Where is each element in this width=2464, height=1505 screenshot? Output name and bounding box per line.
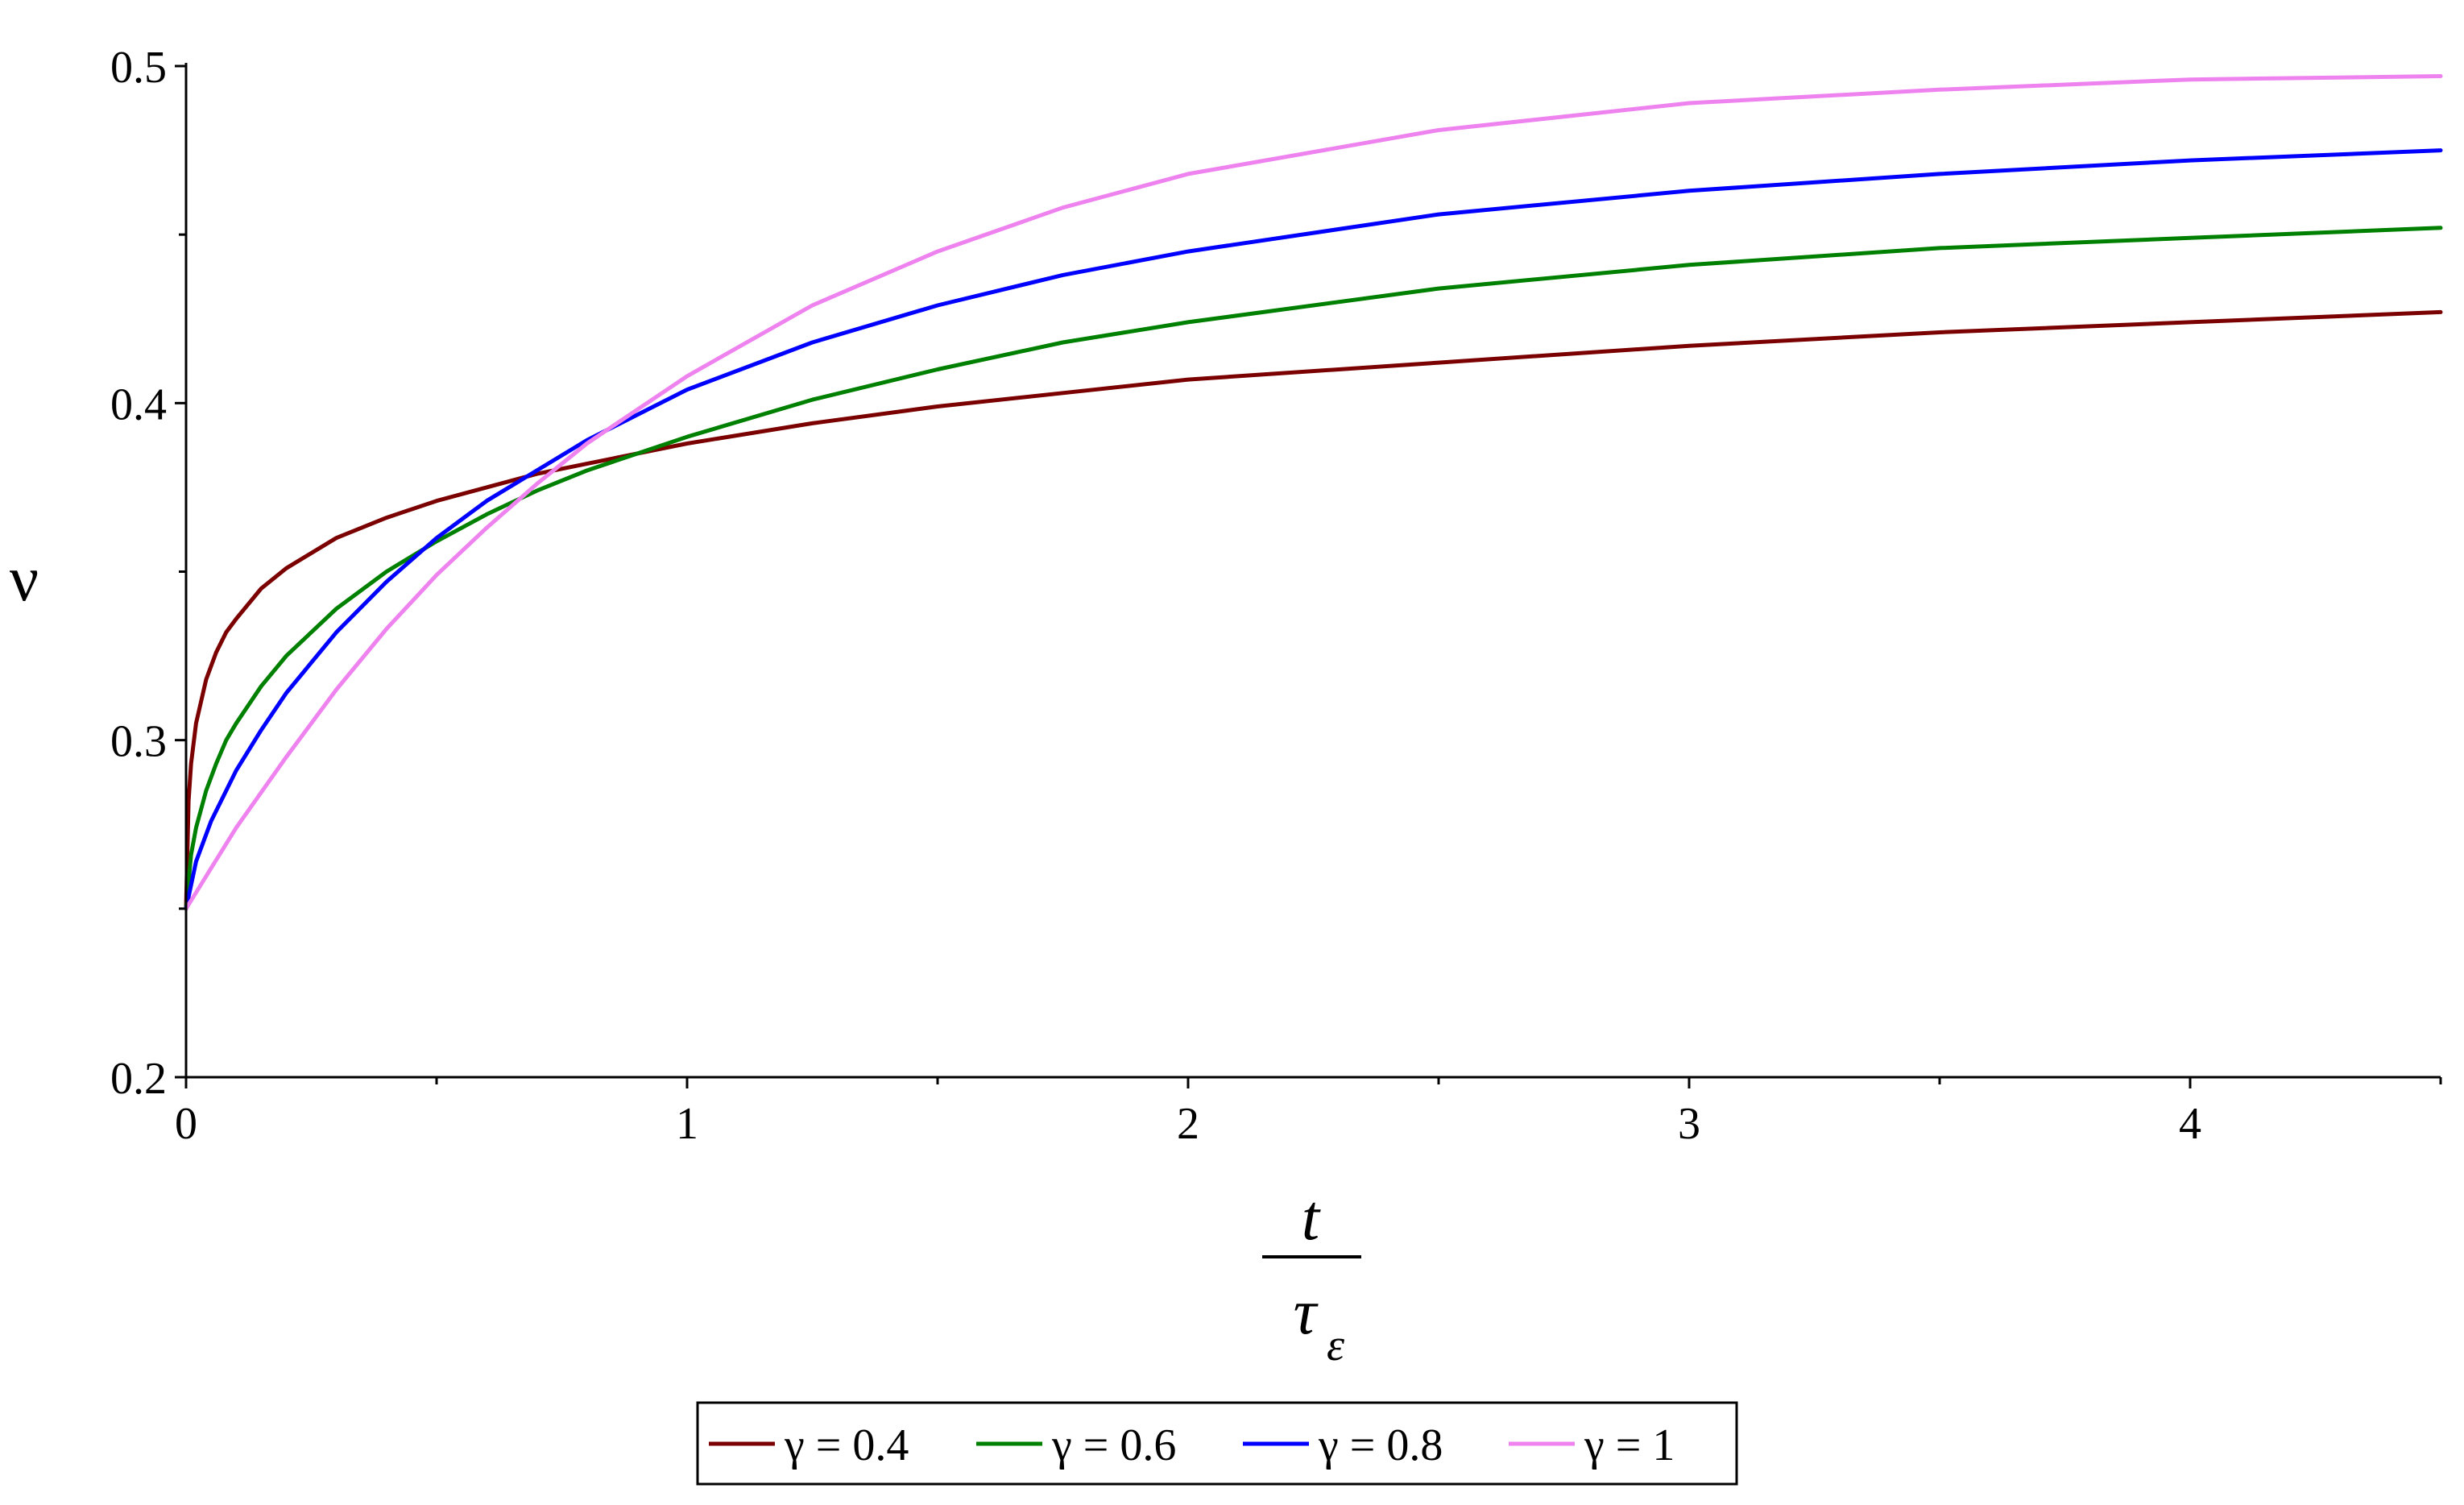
series-line-1 — [184, 309, 2443, 911]
series-line-3 — [184, 148, 2443, 911]
series-line-4 — [184, 74, 2443, 911]
axes-group: 0 1 2 3 4 0.2 0.3 0.4 0.5 — [110, 43, 2442, 1149]
x-tick-label: 4 — [2179, 1099, 2201, 1149]
x-axis-label-denominator: τ — [1294, 1277, 1319, 1348]
legend-label: γ = 0.8 — [1318, 1420, 1443, 1470]
x-axis-label-denominator-subscript: ε — [1327, 1321, 1345, 1370]
series-line-2 — [184, 226, 2443, 911]
y-tick-label: 0.5 — [110, 43, 167, 93]
legend: γ = 0.4 γ = 0.6 γ = 0.8 γ = 1 — [696, 1401, 1738, 1486]
x-tick-label: 2 — [1177, 1099, 1199, 1149]
x-axis-label: t τ ε — [1262, 1183, 1361, 1370]
legend-label: γ = 0.6 — [1051, 1420, 1176, 1470]
x-axis-label-numerator: t — [1302, 1183, 1321, 1254]
y-axis-label: ν — [10, 544, 39, 615]
y-tick-label: 0.2 — [110, 1054, 167, 1104]
x-tick-label: 0 — [175, 1099, 197, 1149]
series-group — [184, 74, 2443, 911]
legend-label: γ = 0.4 — [784, 1420, 909, 1470]
legend-label: γ = 1 — [1584, 1420, 1675, 1470]
legend-items: γ = 0.4 γ = 0.6 γ = 0.8 γ = 1 — [709, 1420, 1675, 1470]
y-tick-label: 0.4 — [110, 379, 167, 429]
x-tick-label: 3 — [1678, 1099, 1700, 1149]
y-tick-label: 0.3 — [110, 717, 167, 767]
x-tick-label: 1 — [676, 1099, 698, 1149]
